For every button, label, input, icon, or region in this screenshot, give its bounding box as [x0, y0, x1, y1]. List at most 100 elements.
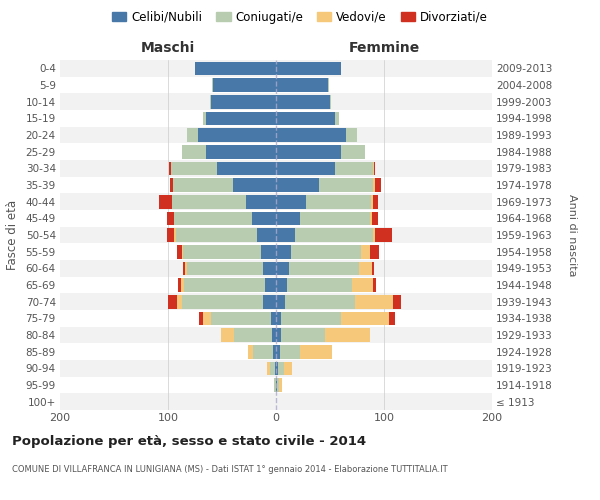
Bar	[341, 312, 389, 325]
Bar	[60, 60, 492, 76]
Bar	[206, 112, 276, 125]
Bar	[206, 145, 276, 158]
Bar	[211, 95, 276, 108]
Bar	[60, 260, 492, 276]
Bar	[203, 312, 211, 325]
Bar	[373, 228, 376, 242]
Bar	[376, 228, 392, 242]
Bar	[373, 178, 376, 192]
Bar	[60, 226, 492, 244]
Bar	[276, 362, 278, 375]
Bar	[295, 228, 373, 242]
Bar	[341, 145, 365, 158]
Bar	[335, 112, 338, 125]
Bar	[167, 228, 175, 242]
Bar	[284, 362, 292, 375]
Bar	[370, 245, 379, 258]
Bar	[352, 278, 373, 292]
Bar	[268, 362, 269, 375]
Bar	[183, 245, 261, 258]
Bar	[276, 295, 284, 308]
Bar	[276, 278, 287, 292]
Bar	[187, 262, 263, 275]
Bar	[276, 178, 319, 192]
Bar	[60, 276, 492, 293]
Bar	[60, 326, 492, 344]
Bar	[182, 245, 183, 258]
Bar	[185, 262, 187, 275]
Bar	[276, 112, 335, 125]
Bar	[252, 212, 276, 225]
Bar	[60, 210, 492, 226]
Bar	[246, 195, 276, 208]
Bar	[60, 344, 492, 360]
Bar	[60, 160, 492, 176]
Bar	[272, 328, 276, 342]
Text: Femmine: Femmine	[349, 41, 419, 55]
Bar	[373, 278, 376, 292]
Bar	[187, 128, 198, 142]
Bar	[234, 328, 272, 342]
Bar	[276, 228, 295, 242]
Bar	[178, 278, 181, 292]
Bar	[210, 95, 211, 108]
Bar	[170, 178, 173, 192]
Bar	[289, 262, 359, 275]
Bar	[172, 195, 246, 208]
Legend: Celibi/Nubili, Coniugati/e, Vedovi/e, Divorziati/e: Celibi/Nubili, Coniugati/e, Vedovi/e, Di…	[107, 6, 493, 28]
Bar	[287, 278, 352, 292]
Bar	[280, 345, 300, 358]
Bar	[198, 128, 276, 142]
Bar	[371, 195, 373, 208]
Bar	[60, 144, 492, 160]
Bar	[392, 295, 401, 308]
Bar	[217, 162, 276, 175]
Bar	[60, 360, 492, 376]
Bar	[335, 162, 373, 175]
Bar	[373, 195, 377, 208]
Bar	[168, 295, 176, 308]
Bar	[167, 212, 175, 225]
Bar	[306, 195, 371, 208]
Bar	[182, 145, 206, 158]
Bar	[276, 162, 335, 175]
Bar	[175, 212, 252, 225]
Bar	[60, 244, 492, 260]
Bar	[361, 245, 370, 258]
Bar	[60, 110, 492, 126]
Bar	[346, 128, 357, 142]
Bar	[160, 195, 172, 208]
Bar	[328, 78, 329, 92]
Bar	[276, 95, 330, 108]
Text: Maschi: Maschi	[141, 41, 195, 55]
Bar	[253, 345, 273, 358]
Bar	[359, 262, 372, 275]
Bar	[370, 212, 372, 225]
Bar	[276, 378, 277, 392]
Text: COMUNE DI VILLAFRANCA IN LUNIGIANA (MS) - Dati ISTAT 1° gennaio 2014 - Elaborazi: COMUNE DI VILLAFRANCA IN LUNIGIANA (MS) …	[12, 465, 448, 474]
Bar	[173, 178, 233, 192]
Bar	[214, 78, 276, 92]
Bar	[276, 195, 306, 208]
Bar	[199, 312, 203, 325]
Bar	[276, 78, 328, 92]
Bar	[319, 178, 373, 192]
Bar	[257, 228, 276, 242]
Y-axis label: Anni di nascita: Anni di nascita	[567, 194, 577, 276]
Bar	[60, 310, 492, 326]
Bar	[372, 262, 374, 275]
Bar	[263, 295, 276, 308]
Bar	[263, 262, 276, 275]
Text: Popolazione per età, sesso e stato civile - 2014: Popolazione per età, sesso e stato civil…	[12, 435, 366, 448]
Bar	[281, 312, 341, 325]
Bar	[372, 212, 377, 225]
Bar	[300, 345, 332, 358]
Bar	[60, 294, 492, 310]
Bar	[273, 345, 276, 358]
Bar	[355, 295, 392, 308]
Bar	[171, 162, 217, 175]
Bar	[276, 128, 346, 142]
Bar	[284, 295, 355, 308]
Bar	[330, 95, 331, 108]
Bar	[176, 245, 182, 258]
